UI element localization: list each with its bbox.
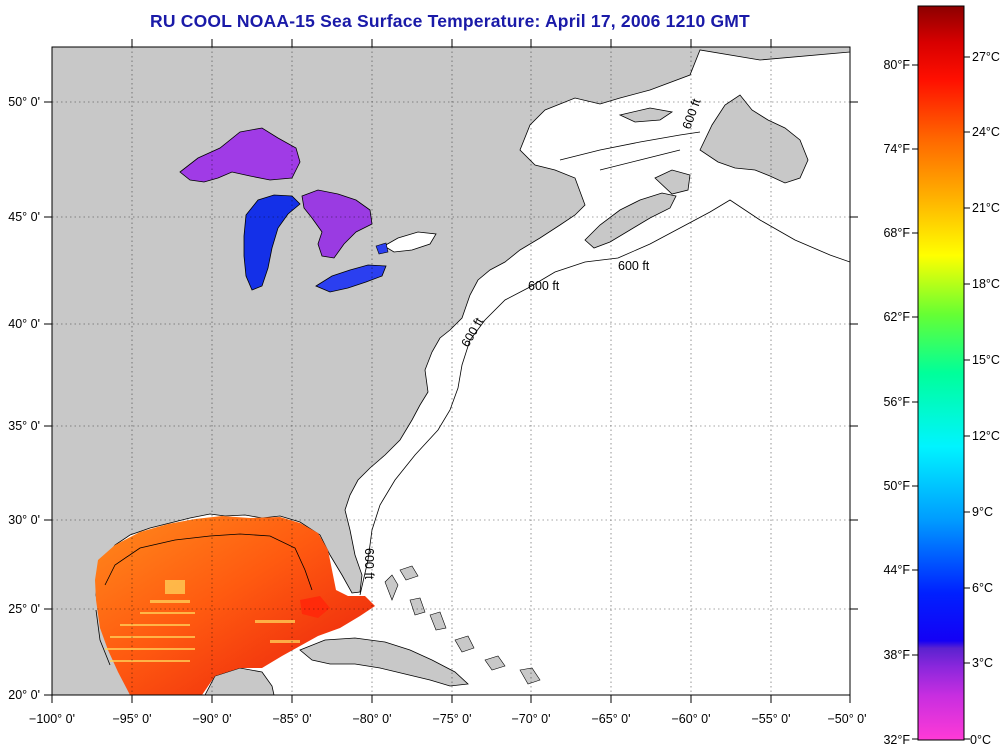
lon-label: −55° 0' <box>751 712 790 726</box>
land-cape-breton <box>654 169 691 195</box>
contour-label: 600 ft <box>362 548 376 580</box>
fahrenheit-label: 62°F <box>883 310 910 324</box>
axis-ticks <box>44 39 858 703</box>
fahrenheit-label: 68°F <box>883 226 910 240</box>
lon-label: −95° 0' <box>112 712 151 726</box>
lat-label: 20° 0' <box>8 688 40 702</box>
lon-label: −80° 0' <box>352 712 391 726</box>
celsius-label: 27°C <box>972 50 1000 64</box>
contour-label: 600 ft <box>618 259 650 273</box>
contour-shelf-ne <box>559 131 701 171</box>
fahrenheit-label: 80°F <box>883 58 910 72</box>
lat-label: 25° 0' <box>8 602 40 616</box>
fahrenheit-label: 74°F <box>883 142 910 156</box>
celsius-label: 12°C <box>972 429 1000 443</box>
lon-label: −50° 0' <box>827 712 866 726</box>
land-cuba <box>299 637 469 687</box>
lat-label: 45° 0' <box>8 210 40 224</box>
fahrenheit-label: 56°F <box>883 395 910 409</box>
lat-label: 35° 0' <box>8 419 40 433</box>
celsius-labels: 27°C 24°C 21°C 18°C 15°C 12°C 9°C 6°C 3°… <box>970 50 1000 747</box>
contour-600ft-gulf <box>95 533 313 666</box>
graticule <box>52 47 850 695</box>
celsius-label: 6°C <box>972 581 993 595</box>
fahrenheit-label: 32°F <box>883 733 910 747</box>
celsius-label: 3°C <box>972 656 993 670</box>
colorbar: 27°C 24°C 21°C 18°C 15°C 12°C 9°C 6°C 3°… <box>883 5 1000 747</box>
celsius-label: 24°C <box>972 125 1000 139</box>
lake-michigan <box>243 194 301 291</box>
lon-label: −60° 0' <box>671 712 710 726</box>
fahrenheit-label: 44°F <box>883 563 910 577</box>
celsius-label: 18°C <box>972 277 1000 291</box>
celsius-label: 0°C <box>970 733 991 747</box>
map-title: RU COOL NOAA-15 Sea Surface Temperature:… <box>150 11 750 31</box>
contour-600ft-atlantic <box>359 199 850 596</box>
colorbar-ticks <box>912 56 970 740</box>
islands-bahamas <box>384 565 541 685</box>
lon-label: −100° 0' <box>29 712 75 726</box>
land-anticosti <box>618 107 674 123</box>
latitude-labels: 50° 0' 45° 0' 40° 0' 35° 0' 30° 0' 25° 0… <box>8 95 40 702</box>
lake-st-clair <box>375 242 389 255</box>
lon-label: −75° 0' <box>432 712 471 726</box>
fahrenheit-label: 50°F <box>883 479 910 493</box>
lon-label: −90° 0' <box>192 712 231 726</box>
gulf-of-mexico-sst <box>95 516 375 695</box>
fahrenheit-label: 38°F <box>883 648 910 662</box>
land-newfoundland <box>699 94 809 184</box>
celsius-label: 9°C <box>972 505 993 519</box>
lon-label: −70° 0' <box>511 712 550 726</box>
land-nova-scotia <box>584 192 677 249</box>
lake-huron <box>301 189 373 259</box>
lat-label: 50° 0' <box>8 95 40 109</box>
lat-label: 30° 0' <box>8 513 40 527</box>
lake-ontario <box>383 231 437 253</box>
lake-superior <box>179 127 301 183</box>
lon-label: −85° 0' <box>272 712 311 726</box>
map-panel: 600 ft 600 ft 600 ft 600 ft 600 ft <box>8 39 867 726</box>
lat-label: 40° 0' <box>8 317 40 331</box>
lon-label: −65° 0' <box>591 712 630 726</box>
celsius-label: 15°C <box>972 353 1000 367</box>
lake-erie <box>315 264 387 293</box>
gulf-speckle <box>105 580 300 662</box>
fahrenheit-labels: 80°F 74°F 68°F 62°F 56°F 50°F 44°F 38°F … <box>883 58 910 747</box>
florida-straits-sst <box>300 596 330 618</box>
contour-label: 600 ft <box>528 279 560 293</box>
colorbar-gradient <box>917 5 965 741</box>
celsius-label: 21°C <box>972 201 1000 215</box>
longitude-labels: −100° 0' −95° 0' −90° 0' −85° 0' −80° 0'… <box>29 712 866 726</box>
